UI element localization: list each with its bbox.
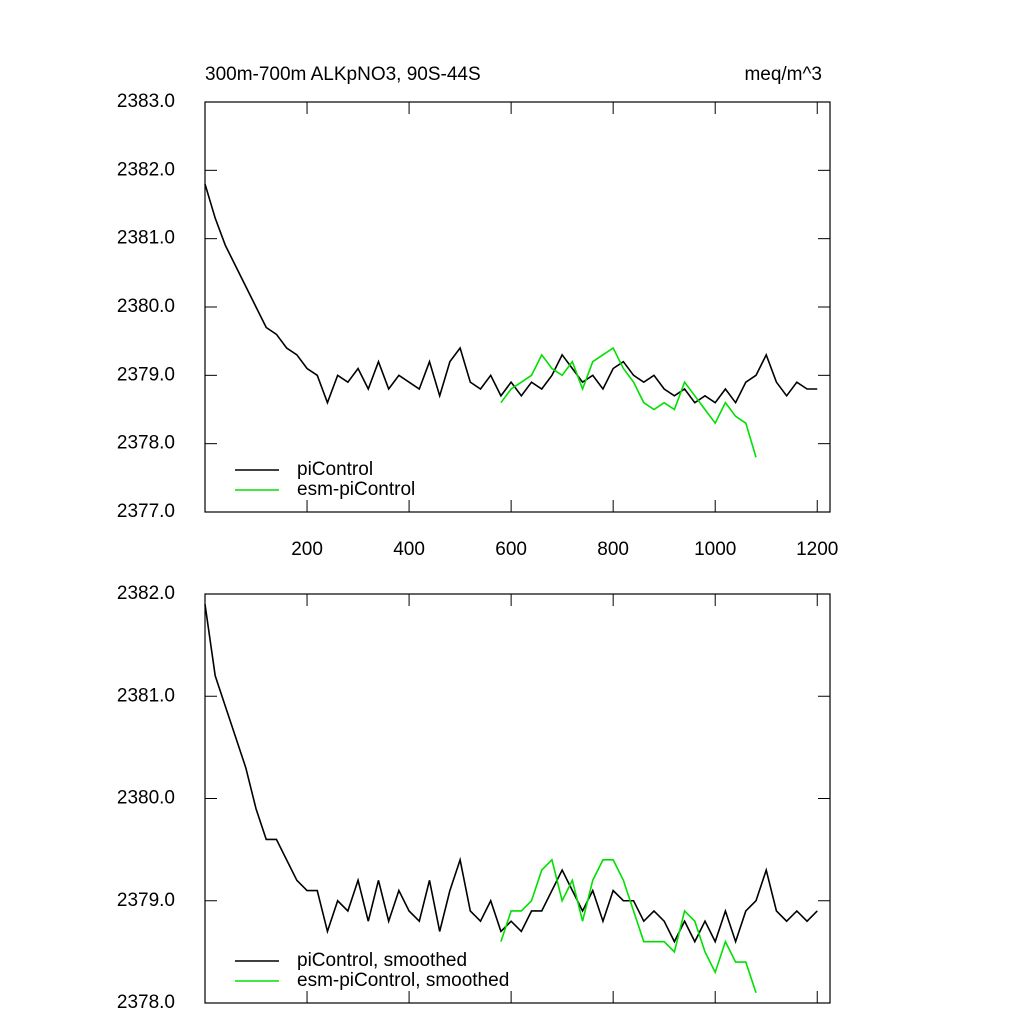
plot-frame [204, 101, 831, 513]
y-tick-label: 2379.0 [117, 364, 175, 385]
y-tick-label: 2382.0 [117, 159, 175, 180]
y-tick-label: 2377.0 [117, 501, 175, 522]
x-tick-label: 1000 [694, 539, 736, 560]
x-tick-label: 400 [393, 539, 425, 560]
units-label: meq/m^3 [744, 64, 822, 85]
series-line [500, 346, 757, 458]
legend-label: esm-piControl, smoothed [297, 970, 509, 991]
legend-label: piControl [297, 459, 373, 480]
series-line [204, 604, 818, 945]
x-tick-label: 200 [291, 539, 323, 560]
series-line [500, 858, 757, 994]
y-tick-label: 2378.0 [117, 992, 175, 1013]
y-tick-label: 2383.0 [117, 91, 175, 112]
y-tick-label: 2378.0 [117, 433, 175, 454]
y-tick-label: 2382.0 [117, 583, 175, 604]
x-tick-label: 1200 [796, 539, 838, 560]
y-tick-label: 2381.0 [117, 685, 175, 706]
legend-label: piControl, smoothed [297, 950, 467, 971]
y-tick-label: 2379.0 [117, 890, 175, 911]
legend-label: esm-piControl [297, 479, 415, 500]
x-tick-label: 600 [495, 539, 527, 560]
x-tick-label: 800 [597, 539, 629, 560]
y-tick-label: 2380.0 [117, 788, 175, 809]
y-tick-label: 2380.0 [117, 296, 175, 317]
y-tick-label: 2381.0 [117, 228, 175, 249]
chart-title: 300m-700m ALKpNO3, 90S-44S [205, 64, 481, 85]
series-line [204, 183, 818, 405]
